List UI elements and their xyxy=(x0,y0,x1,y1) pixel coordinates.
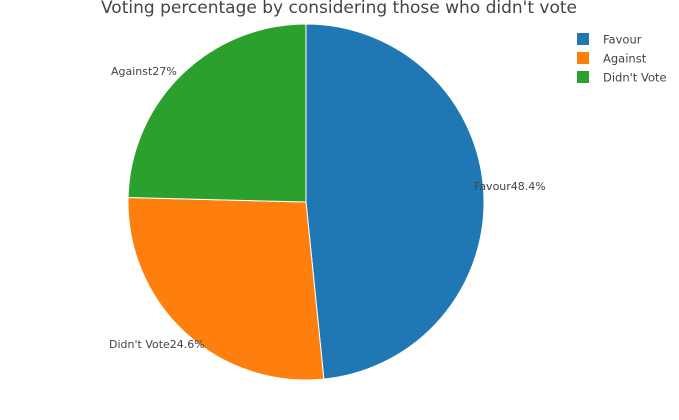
legend-swatch-against xyxy=(577,52,589,64)
slice-label-favour: Favour48.4% xyxy=(474,180,546,193)
legend-label-favour: Favour xyxy=(603,33,642,47)
legend-swatch-didn-t-vote xyxy=(577,71,589,83)
legend: Favour Against Didn't Vote xyxy=(577,33,667,85)
legend-item-favour[interactable]: Favour xyxy=(577,33,642,47)
slice-label-against: Against27% xyxy=(111,65,177,78)
slice-labels: Favour48.4% Against27% Didn't Vote24.6% xyxy=(109,65,546,351)
pie-slice-against xyxy=(127,197,325,381)
pie-slice-favour xyxy=(305,23,485,380)
pie-slice-didn-t-vote xyxy=(127,23,307,203)
legend-label-against: Against xyxy=(603,52,647,66)
legend-item-didn-t-vote[interactable]: Didn't Vote xyxy=(577,71,667,85)
chart-title: Voting percentage by considering those w… xyxy=(101,0,577,18)
pie-slices xyxy=(127,23,485,381)
slice-label-didn-t-vote: Didn't Vote24.6% xyxy=(109,338,205,351)
legend-label-didn-t-vote: Didn't Vote xyxy=(603,71,667,85)
legend-item-against[interactable]: Against xyxy=(577,52,647,66)
legend-swatch-favour xyxy=(577,33,589,45)
